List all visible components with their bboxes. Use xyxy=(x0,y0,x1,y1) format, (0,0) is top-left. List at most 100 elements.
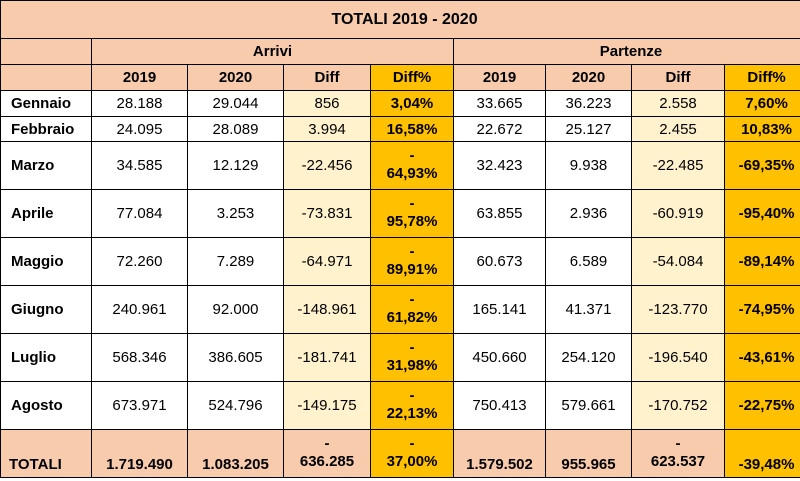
table-row: Agosto 673.971 524.796 -149.175 -22,13% … xyxy=(0,381,800,430)
arrivi-2020: 7.289 xyxy=(187,237,284,286)
arrivi-diff-pct: -31,98% xyxy=(370,333,454,382)
month-label: Maggio xyxy=(0,237,92,286)
partenze-2020: 579.661 xyxy=(545,381,632,430)
arrivi-2020: 386.605 xyxy=(187,333,284,382)
table-row: Maggio 72.260 7.289 -64.971 -89,91% 60.6… xyxy=(0,237,800,286)
pct-sign: - xyxy=(409,147,415,164)
arrivi-2019: 673.971 xyxy=(91,381,188,430)
column-header: Diff% xyxy=(723,64,800,91)
arrivi-2019: 77.084 xyxy=(91,189,188,238)
partenze-2019: 22.672 xyxy=(453,116,546,142)
table-title: TOTALI 2019 - 2020 xyxy=(0,0,800,39)
pct-sign: - xyxy=(409,339,415,356)
arrivi-diff: -64.971 xyxy=(283,237,371,286)
arrivi-diff: -148.961 xyxy=(283,285,371,334)
pct-sign: - xyxy=(409,387,415,404)
arrivi-diff: 3.994 xyxy=(283,116,371,142)
arrivi-2020: 29.044 xyxy=(187,90,284,117)
corner-cell xyxy=(0,64,92,91)
pct-value: 61,82% xyxy=(386,309,438,326)
month-label: Giugno xyxy=(0,285,92,334)
arrivi-diff-pct: -22,13% xyxy=(370,381,454,430)
partenze-2020: 25.127 xyxy=(545,116,632,142)
partenze-2019: 60.673 xyxy=(453,237,546,286)
column-header: 2019 xyxy=(91,64,188,91)
table-row: Aprile 77.084 3.253 -73.831 -95,78% 63.8… xyxy=(0,189,800,238)
totals-arrivi-2020: 1.083.205 xyxy=(187,429,284,478)
partenze-2019: 750.413 xyxy=(453,381,546,430)
column-header: Diff% xyxy=(370,64,454,91)
totals-row: TOTALI 1.719.490 1.083.205 -636.285 -37,… xyxy=(0,429,800,478)
arrivi-diff-pct: 3,04% xyxy=(370,90,454,117)
pct-value: 22,13% xyxy=(386,405,438,422)
pct-value: 89,91% xyxy=(386,261,438,278)
partenze-diff-pct: -74,95% xyxy=(723,285,800,334)
partenze-diff-pct: -89,14% xyxy=(723,237,800,286)
partenze-2020: 2.936 xyxy=(545,189,632,238)
pct-sign: - xyxy=(409,291,415,308)
arrivi-diff-pct: -61,82% xyxy=(370,285,454,334)
diff-value: 623.537 xyxy=(650,453,706,470)
diff-value: 636.285 xyxy=(299,453,355,470)
totals-arrivi-diff: -636.285 xyxy=(283,429,371,478)
totals-partenze-2020: 955.965 xyxy=(545,429,632,478)
totals-label: TOTALI xyxy=(0,429,92,478)
column-header: 2020 xyxy=(187,64,284,91)
pct-sign: - xyxy=(409,195,415,212)
group-header-partenze: Partenze xyxy=(452,38,800,65)
partenze-diff: -196.540 xyxy=(631,333,725,382)
column-header: Diff xyxy=(631,64,725,91)
totals-arrivi-diff-pct: -37,00% xyxy=(370,429,454,478)
table-row: Marzo 34.585 12.129 -22.456 -64,93% 32.4… xyxy=(0,141,800,190)
table-row: Giugno 240.961 92.000 -148.961 -61,82% 1… xyxy=(0,285,800,334)
partenze-2019: 63.855 xyxy=(453,189,546,238)
arrivi-2019: 568.346 xyxy=(91,333,188,382)
month-label: Gennaio xyxy=(0,90,92,117)
totals-partenze-2019: 1.579.502 xyxy=(453,429,546,478)
diff-sign: - xyxy=(675,435,681,452)
partenze-diff-pct: -69,35% xyxy=(723,141,800,190)
arrivi-2020: 28.089 xyxy=(187,116,284,142)
month-label: Agosto xyxy=(0,381,92,430)
partenze-diff: -22.485 xyxy=(631,141,725,190)
partenze-2020: 41.371 xyxy=(545,285,632,334)
arrivi-diff-pct: -95,78% xyxy=(370,189,454,238)
partenze-diff-pct: 7,60% xyxy=(723,90,800,117)
column-header: 2019 xyxy=(453,64,546,91)
totals-partenze-diff: -623.537 xyxy=(631,429,725,478)
partenze-2020: 36.223 xyxy=(545,90,632,117)
pct-value: 64,93% xyxy=(386,165,438,182)
partenze-diff-pct: -95,40% xyxy=(723,189,800,238)
arrivi-2019: 28.188 xyxy=(91,90,188,117)
arrivi-diff: 856 xyxy=(283,90,371,117)
table-row: Gennaio 28.188 29.044 856 3,04% 33.665 3… xyxy=(0,90,800,117)
partenze-diff-pct: -43,61% xyxy=(723,333,800,382)
totals-arrivi-2019: 1.719.490 xyxy=(91,429,188,478)
table-row: Luglio 568.346 386.605 -181.741 -31,98% … xyxy=(0,333,800,382)
partenze-2019: 32.423 xyxy=(453,141,546,190)
pct-sign: - xyxy=(409,435,415,452)
arrivi-diff: -149.175 xyxy=(283,381,371,430)
partenze-2019: 450.660 xyxy=(453,333,546,382)
arrivi-2020: 92.000 xyxy=(187,285,284,334)
month-label: Aprile xyxy=(0,189,92,238)
arrivi-2019: 24.095 xyxy=(91,116,188,142)
partenze-2019: 33.665 xyxy=(453,90,546,117)
partenze-diff: 2.558 xyxy=(631,90,725,117)
partenze-2020: 9.938 xyxy=(545,141,632,190)
table-row: Febbraio 24.095 28.089 3.994 16,58% 22.6… xyxy=(0,116,800,142)
arrivi-diff-pct: 16,58% xyxy=(370,116,454,142)
corner-cell xyxy=(0,38,92,65)
partenze-diff: -170.752 xyxy=(631,381,725,430)
arrivi-2019: 240.961 xyxy=(91,285,188,334)
arrivi-2020: 12.129 xyxy=(187,141,284,190)
arrivi-2019: 72.260 xyxy=(91,237,188,286)
arrivi-diff: -22.456 xyxy=(283,141,371,190)
arrivi-2020: 3.253 xyxy=(187,189,284,238)
partenze-2020: 6.589 xyxy=(545,237,632,286)
column-header: 2020 xyxy=(545,64,632,91)
month-label: Luglio xyxy=(0,333,92,382)
arrivi-diff-pct: -64,93% xyxy=(370,141,454,190)
arrivi-2020: 524.796 xyxy=(187,381,284,430)
